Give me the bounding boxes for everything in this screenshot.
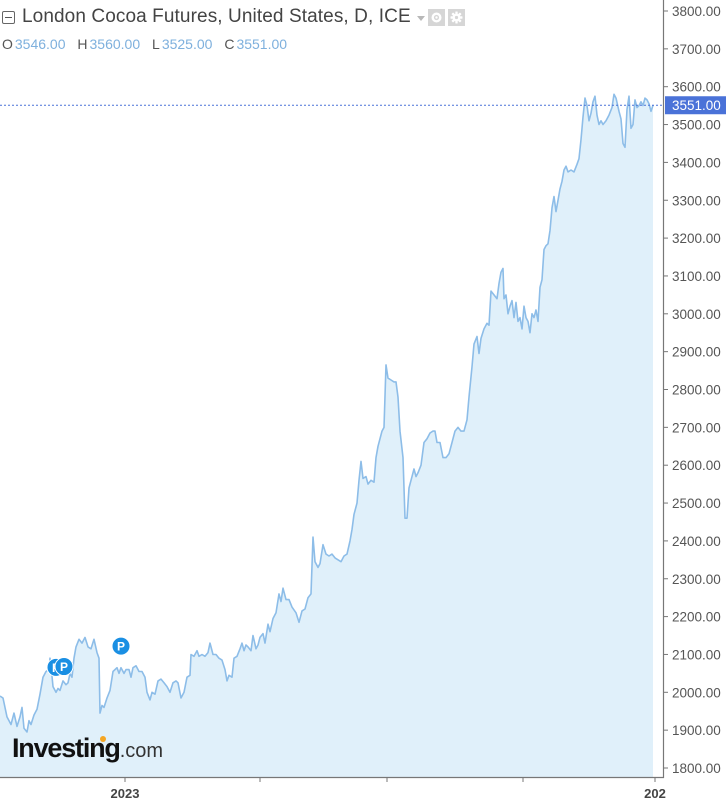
- price-axis-label: 3600.00: [672, 80, 721, 95]
- close-value: 3551.00: [236, 36, 288, 52]
- price-axis-label: 2100.00: [672, 647, 721, 662]
- price-axis-label: 3100.00: [672, 269, 721, 284]
- open-value: 3546.00: [14, 36, 66, 52]
- price-axis-label: 3800.00: [672, 4, 721, 19]
- current-price-tag-label: 3551.00: [672, 98, 721, 113]
- price-line: [0, 93, 654, 733]
- current-price-tag: 3551.00: [665, 96, 726, 115]
- price-axis-label: 1900.00: [672, 723, 721, 738]
- price-axis-label: 3500.00: [672, 118, 721, 133]
- open-label: O: [2, 36, 13, 52]
- low-label: L: [152, 36, 160, 52]
- time-axis-label: 2023: [111, 786, 140, 801]
- price-axis-label: 2000.00: [672, 685, 721, 700]
- eye-icon[interactable]: [427, 8, 445, 26]
- event-marker[interactable]: P: [54, 657, 74, 677]
- event-markers[interactable]: PPP: [46, 636, 131, 677]
- chart-title: London Cocoa Futures, United States, D, …: [22, 6, 411, 27]
- price-axis[interactable]: 3800.00 3700.00 3600.00 3500.00 3400.00 3300.…: [662, 0, 721, 778]
- price-axis-label: 3200.00: [672, 231, 721, 246]
- price-axis-label: 2400.00: [672, 534, 721, 549]
- price-axis-label: 3000.00: [672, 307, 721, 322]
- high-label: H: [77, 36, 88, 52]
- gear-glyph: [450, 11, 463, 23]
- eye-glyph: [431, 12, 442, 22]
- time-axis[interactable]: 2023 202: [0, 776, 666, 801]
- ohlc-legend: O 3546.00 H 3560.00 L 3525.00 C 3551.00: [2, 36, 295, 52]
- chart-header: London Cocoa Futures, United States, D, …: [2, 6, 465, 28]
- close-label: C: [224, 36, 235, 52]
- investing-logo: Investing.com: [12, 733, 163, 764]
- high-value: 3560.00: [89, 36, 141, 52]
- gear-icon[interactable]: [447, 8, 465, 26]
- collapse-icon[interactable]: [2, 10, 15, 24]
- current-price-tag-bg: [665, 96, 726, 115]
- time-axis-label: 202: [644, 786, 666, 801]
- price-axis-label: 2900.00: [672, 345, 721, 360]
- logo-suffix: .com: [119, 740, 164, 762]
- price-axis-label: 3400.00: [672, 155, 721, 170]
- price-axis-label: 2500.00: [672, 496, 721, 511]
- price-axis-label: 2600.00: [672, 458, 721, 473]
- price-axis-label: 2200.00: [672, 610, 721, 625]
- event-marker-label: P: [60, 660, 68, 674]
- price-axis-label: 2300.00: [672, 572, 721, 587]
- low-value: 3525.00: [161, 36, 213, 52]
- event-marker[interactable]: P: [111, 636, 131, 656]
- logo-accent-dot: [100, 736, 106, 742]
- plot-area[interactable]: PPP: [0, 93, 663, 778]
- price-axis-label: 2700.00: [672, 420, 721, 435]
- dropdown-arrow-icon[interactable]: [416, 15, 425, 21]
- price-axis-label: 3700.00: [672, 42, 721, 57]
- price-area-fill: [0, 94, 653, 778]
- price-axis-label: 3300.00: [672, 193, 721, 208]
- price-axis-label: 1800.00: [672, 761, 721, 776]
- event-marker-label: P: [117, 640, 125, 654]
- price-axis-label: 2800.00: [672, 383, 721, 398]
